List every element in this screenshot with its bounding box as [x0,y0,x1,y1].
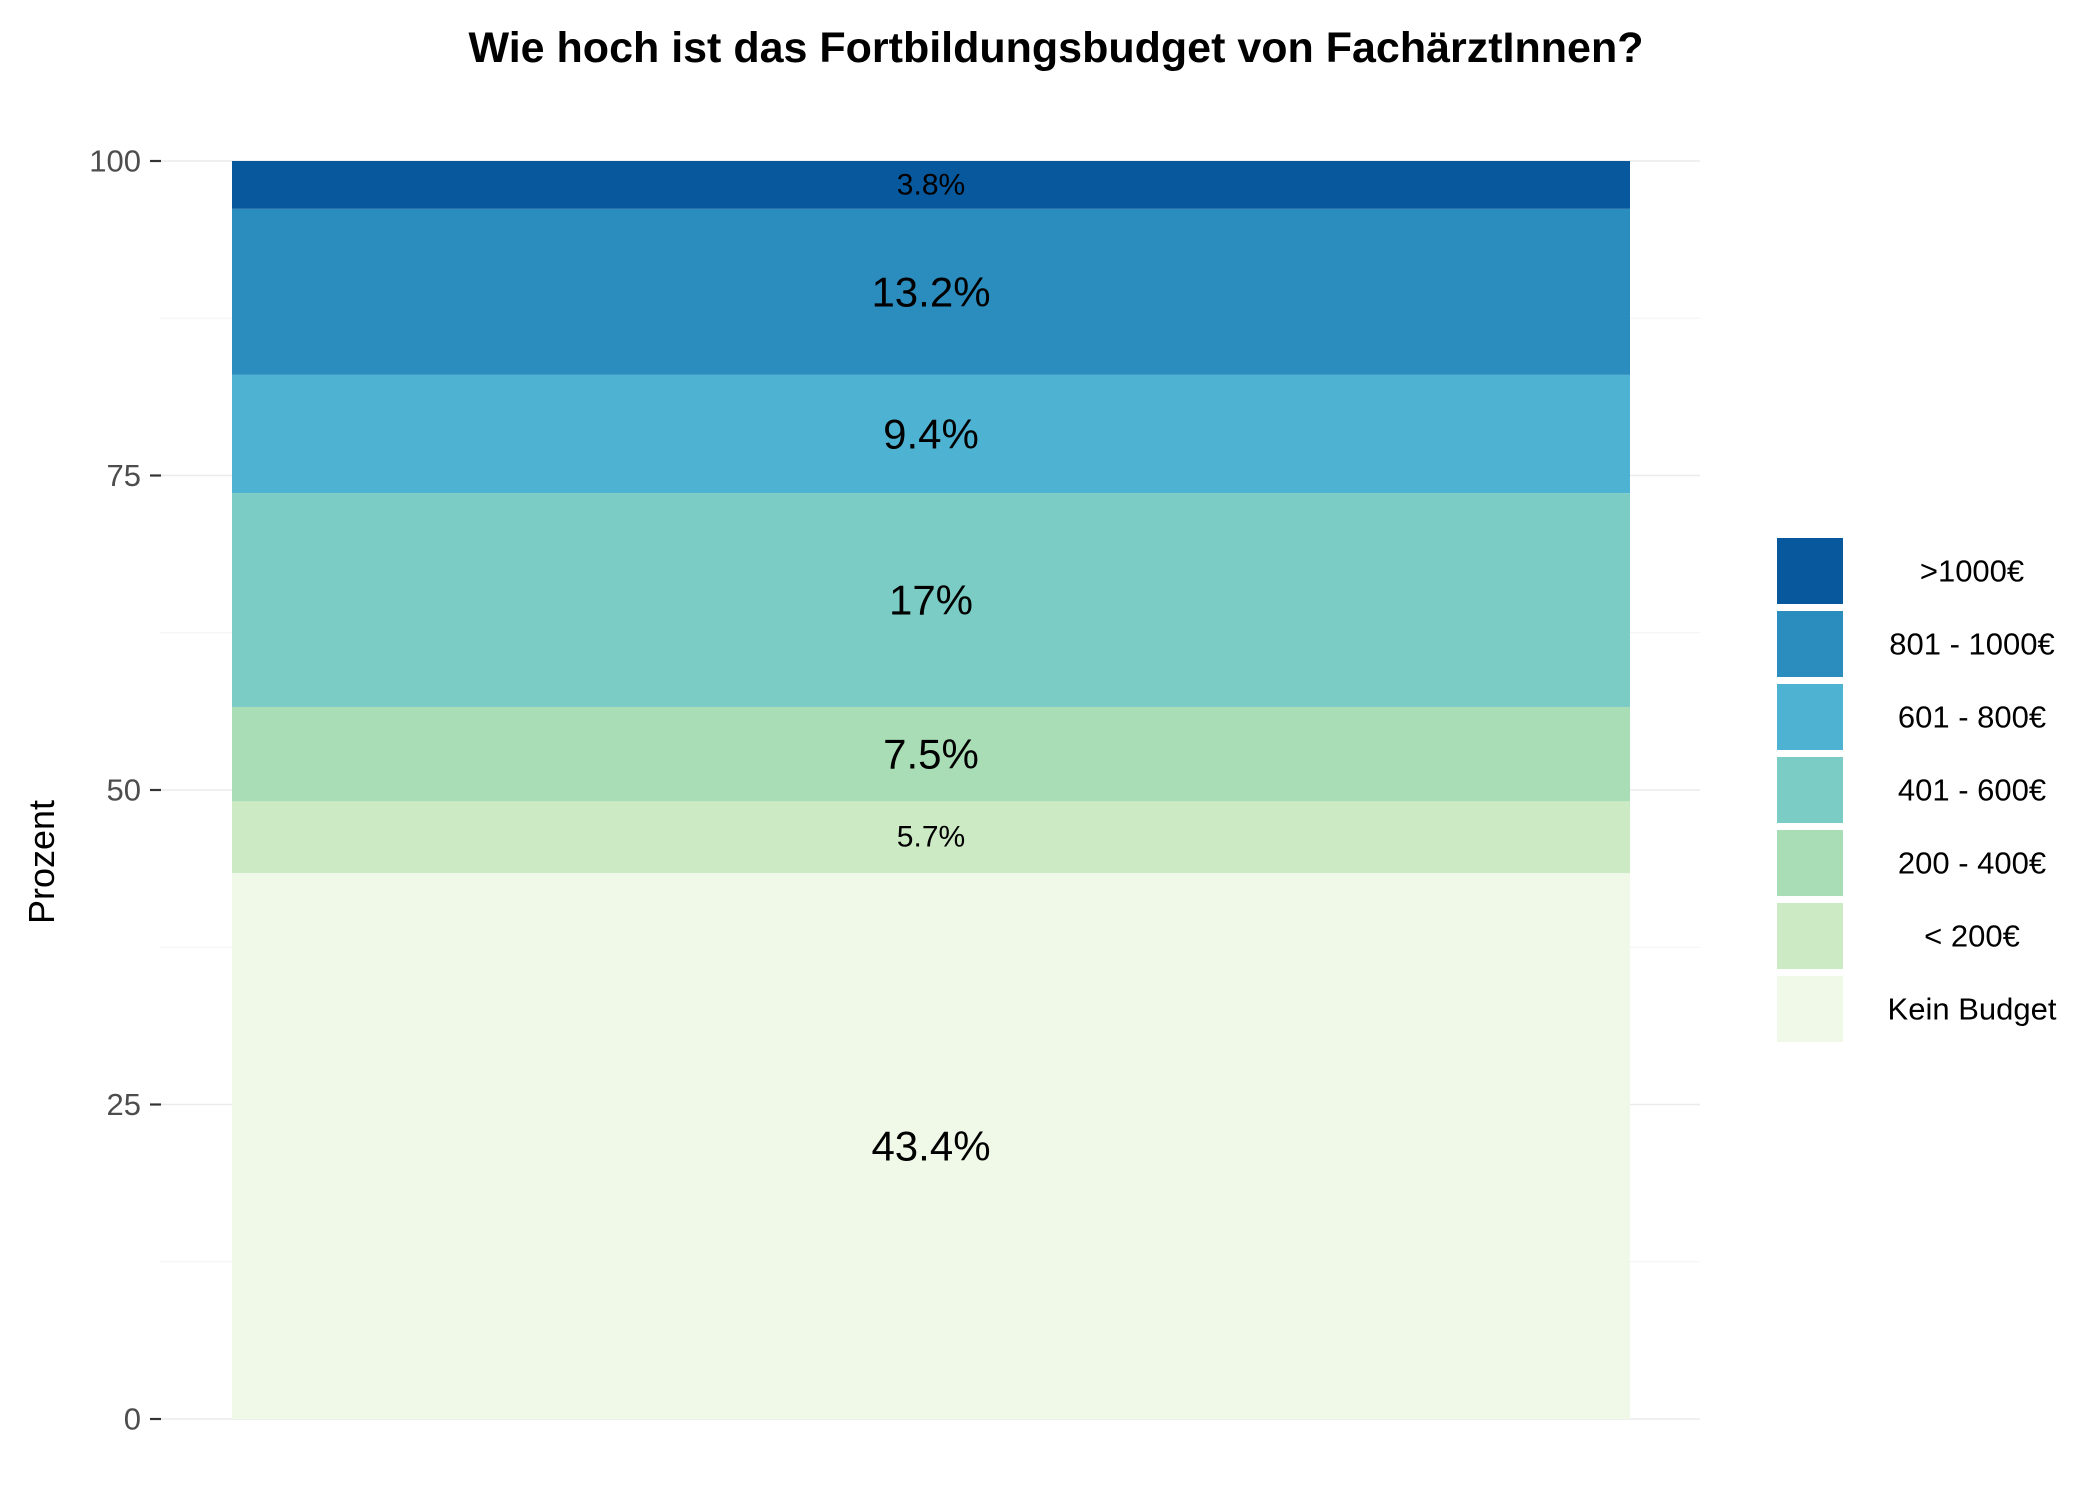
legend-label: 200 - 400€ [1898,846,2046,881]
legend-key [1777,538,1843,604]
y-tick-label: 75 [107,458,141,493]
bar-segment [232,493,1630,707]
y-tick-label: 100 [89,144,141,179]
bar-segment [232,801,1630,874]
legend-key [1777,830,1843,896]
bar-segment [232,374,1630,494]
legend: >1000€ 801 - 1000€ 601 - 800€ 401 - 600€ 200… [1777,538,2057,1042]
data-label: 13.2% [871,268,990,315]
bar-segment [232,706,1630,802]
legend-label: 401 - 600€ [1898,773,2046,808]
data-label: 7.5% [883,731,979,778]
data-labels: 43.4% 5.7% 7.5% 17% 9.4% 13.2% 3.8% [871,168,990,1169]
legend-key [1777,903,1843,969]
stacked-bar [232,161,1630,1419]
legend-key [1777,684,1843,750]
legend-label: >1000€ [1920,554,2024,589]
bar-segment [232,873,1630,1419]
bar-segment [232,208,1630,375]
legend-key [1777,976,1843,1042]
data-label: 43.4% [871,1123,990,1170]
data-label: 9.4% [883,410,979,457]
y-axis-title: Prozent [21,800,62,924]
data-label: 5.7% [897,821,965,854]
legend-label: 601 - 800€ [1898,700,2046,735]
legend-label: 801 - 1000€ [1889,627,2054,662]
y-tick-label: 25 [107,1087,141,1122]
legend-key [1777,611,1843,677]
y-tick-label: 50 [107,773,141,808]
legend-label: < 200€ [1924,919,2020,954]
y-axis: 0 25 50 75 100 [89,144,161,1437]
bar-segment [232,161,1630,209]
legend-label: Kein Budget [1888,992,2057,1027]
data-label: 17% [889,577,973,624]
y-tick-label: 0 [124,1402,141,1437]
data-label: 3.8% [897,168,965,201]
legend-key [1777,757,1843,823]
chart-title: Wie hoch ist das Fortbildungsbudget von … [469,24,1644,72]
